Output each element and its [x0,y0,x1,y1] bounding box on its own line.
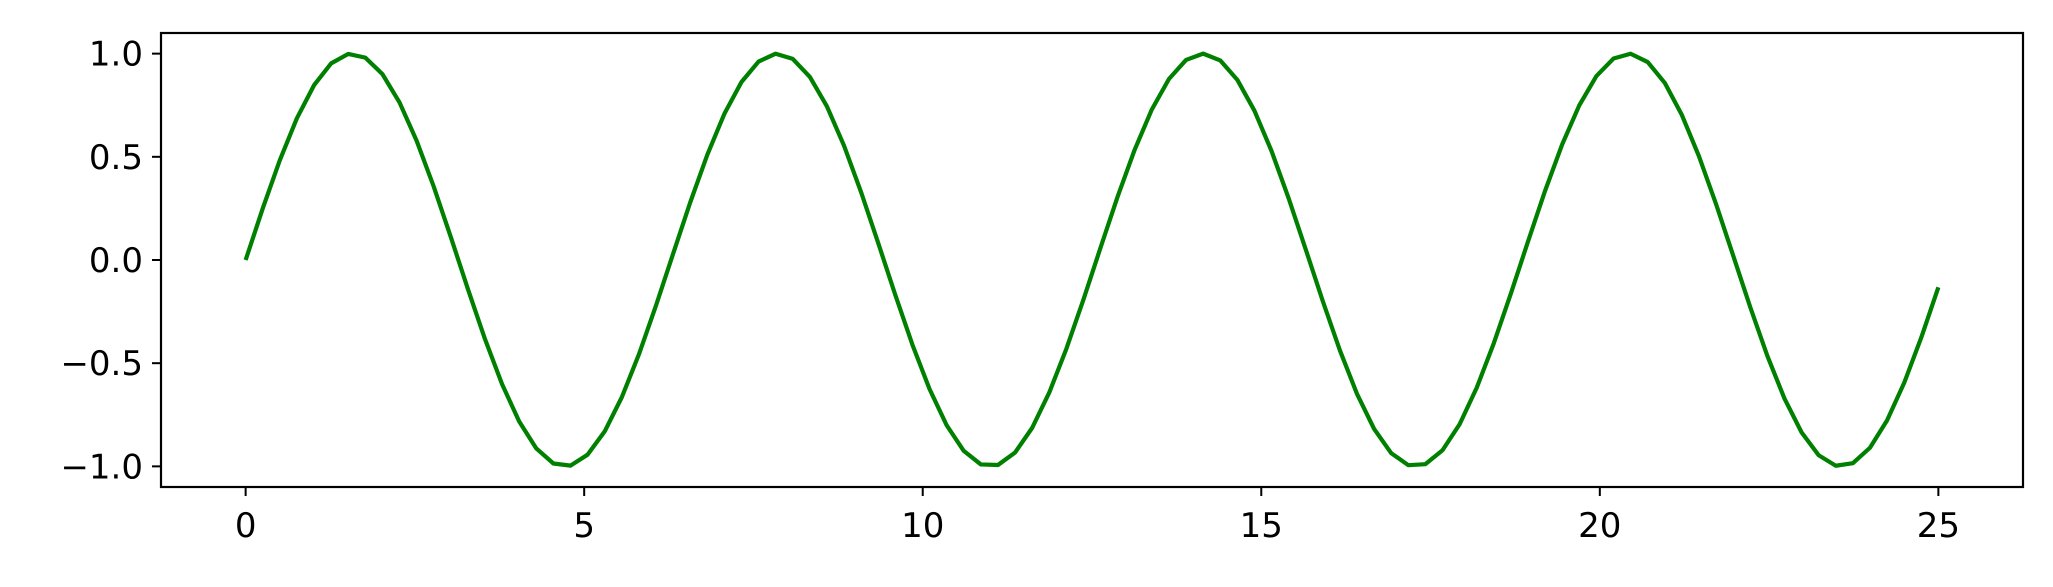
y-tick-label: −1.0 [60,447,143,487]
x-tick-label: 25 [1917,506,1960,546]
x-tick-label: 10 [901,506,944,546]
y-tick-label: 0.5 [89,138,143,178]
y-axis-ticks: 1.0 0.5 0.0 −0.5 −1.0 [60,35,161,488]
x-tick-label: 0 [235,506,257,546]
y-tick-label: 0.0 [89,241,143,281]
x-tick-label: 20 [1578,506,1621,546]
y-tick-label: −0.5 [60,344,143,384]
x-tick-label: 5 [573,506,595,546]
series-line-sine [246,54,1939,466]
x-axis-ticks: 0 5 10 15 20 25 [235,487,1960,546]
series-layer [246,54,1939,466]
y-tick-label: 1.0 [89,35,143,75]
axes-frame [161,33,2023,487]
x-tick-label: 15 [1240,506,1283,546]
